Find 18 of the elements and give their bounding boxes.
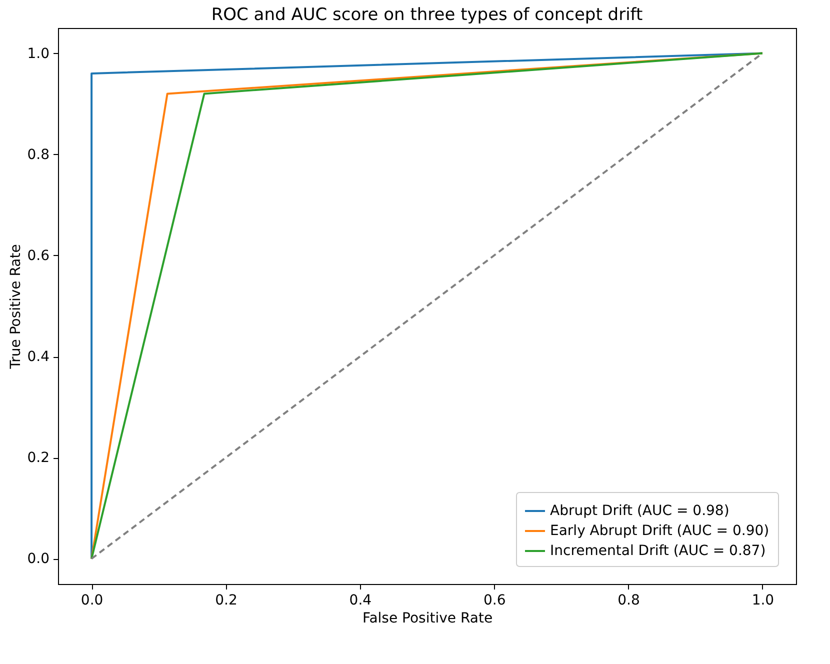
x-axis-title: False Positive Rate — [362, 610, 493, 626]
x-tick-label: 1.0 — [752, 592, 774, 608]
legend-label: Early Abrupt Drift (AUC = 0.90) — [550, 523, 770, 539]
chart-title: ROC and AUC score on three types of concept drift — [211, 5, 643, 25]
y-tick-label: 0.2 — [27, 450, 50, 466]
x-tick-label: 0.6 — [483, 592, 506, 608]
y-tick-label: 0.8 — [27, 146, 50, 163]
y-tick-label: 0.6 — [27, 248, 50, 264]
y-tick-label: 0.4 — [27, 349, 50, 366]
x-tick-label: 0.2 — [215, 592, 238, 608]
legend-label: Incremental Drift (AUC = 0.87) — [550, 543, 766, 559]
x-tick-label: 0.8 — [618, 592, 640, 608]
y-tick-label: 0.0 — [27, 551, 50, 568]
legend-label: Abrupt Drift (AUC = 0.98) — [550, 503, 730, 519]
x-tick-label: 0.0 — [80, 592, 104, 608]
x-tick-label: 0.4 — [349, 592, 372, 608]
y-tick-label: 1.0 — [27, 46, 50, 62]
y-axis-title: True Positive Rate — [8, 244, 24, 370]
